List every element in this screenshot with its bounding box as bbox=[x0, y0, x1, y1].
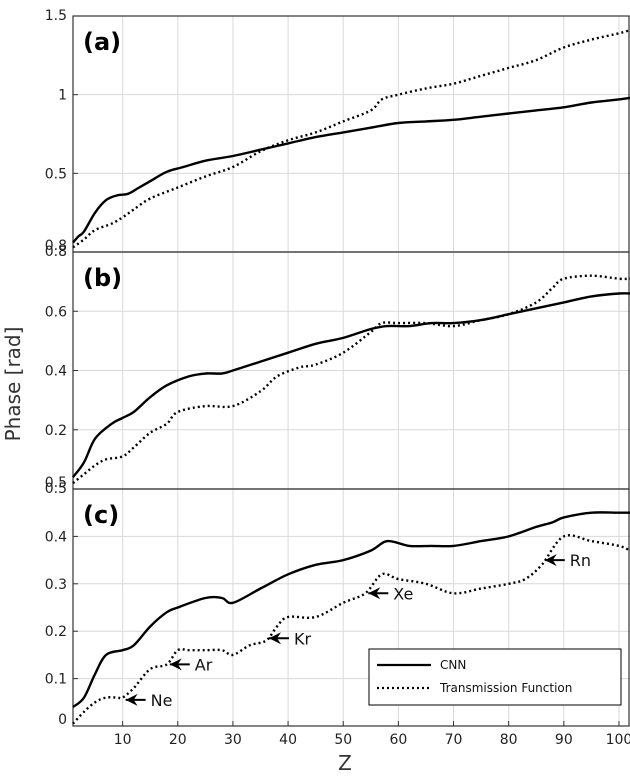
y-tick-label: 0 bbox=[58, 712, 67, 728]
x-axis-title: Z bbox=[338, 751, 352, 775]
y-tick-label: 0.5 bbox=[45, 481, 67, 497]
legend: CNN Transmission Function bbox=[368, 648, 622, 706]
annotation-label: Ar bbox=[195, 655, 213, 674]
y-tick-label: 1 bbox=[58, 88, 67, 104]
y-tick-label: 0.5 bbox=[45, 166, 67, 182]
x-tick-label: 100 bbox=[606, 732, 630, 748]
y-tick-label: 0.5 bbox=[45, 475, 67, 491]
y-tick-label: 0.4 bbox=[45, 529, 67, 545]
x-tick-label: 80 bbox=[500, 732, 518, 748]
chart-panels: 0.80.511.5(a)0.50.20.40.60.8(b)00.10.20.… bbox=[45, 8, 630, 748]
panel-frame bbox=[72, 488, 630, 727]
y-tick-label: 0.1 bbox=[45, 672, 67, 688]
y-tick-label: 0.8 bbox=[45, 238, 67, 254]
x-tick-label: 70 bbox=[445, 732, 463, 748]
annotation-arrow-head bbox=[544, 554, 557, 567]
annotation-label: Xe bbox=[393, 584, 413, 603]
series-line-transmission-function bbox=[72, 534, 630, 725]
annotation-label: Kr bbox=[294, 629, 311, 648]
annotation-arrow-head bbox=[368, 587, 381, 600]
series-line-cnn bbox=[72, 511, 630, 708]
x-tick-label: 10 bbox=[114, 732, 132, 748]
panel-b: 0.5 0.2 0.4 0.6 0.8 (b) bbox=[45, 244, 630, 491]
panel-label: (b) bbox=[83, 264, 122, 292]
annotation-ar: Ar bbox=[169, 655, 213, 674]
panel-label: (a) bbox=[83, 28, 121, 56]
y-tick-label: 1.5 bbox=[45, 8, 67, 24]
y-tick-label: 0.3 bbox=[45, 577, 67, 593]
legend-label-transmission-function: Transmission Function bbox=[439, 681, 572, 695]
x-tick-label: 40 bbox=[279, 732, 297, 748]
x-tick-label: 50 bbox=[334, 732, 352, 748]
panel-frame bbox=[72, 15, 630, 253]
y-tick-label: 0.4 bbox=[45, 364, 67, 380]
annotation-arrow-head bbox=[125, 693, 138, 706]
series-line-cnn bbox=[72, 96, 630, 244]
annotation-label: Rn bbox=[570, 551, 591, 570]
annotation-ne: Ne bbox=[125, 691, 173, 710]
annotation-xe: Xe bbox=[368, 584, 413, 603]
annotation-arrow-head bbox=[269, 632, 282, 645]
annotation-rn: Rn bbox=[544, 551, 591, 570]
panel-a: 0.8 0.5 1 1.5 (a) bbox=[45, 8, 630, 254]
legend-label-cnn: CNN bbox=[440, 658, 466, 672]
y-tick-label: 0.2 bbox=[45, 624, 67, 640]
series-line-cnn bbox=[72, 292, 630, 478]
x-tick-label: 30 bbox=[224, 732, 242, 748]
y-axis-title: Phase [rad] bbox=[1, 327, 25, 442]
y-tick-label: 0.2 bbox=[45, 423, 67, 439]
panel-label: (c) bbox=[83, 501, 119, 529]
x-tick-label: 20 bbox=[169, 732, 187, 748]
legend-box bbox=[368, 648, 622, 706]
x-tick-label: 60 bbox=[389, 732, 407, 748]
series-line-transmission-function bbox=[72, 29, 630, 249]
annotation-arrow-head bbox=[169, 658, 182, 671]
panel-c: 0 0.1 0.2 0.3 0.4 0.5 10 20 30 40 50 60 70 80 90 100 (c)… bbox=[45, 481, 630, 748]
annotation-kr: Kr bbox=[269, 629, 312, 648]
y-tick-label: 0.6 bbox=[45, 304, 67, 320]
y-tick-label: 0.8 bbox=[45, 244, 67, 260]
x-tick-label: 90 bbox=[555, 732, 573, 748]
annotation-label: Ne bbox=[151, 691, 173, 710]
